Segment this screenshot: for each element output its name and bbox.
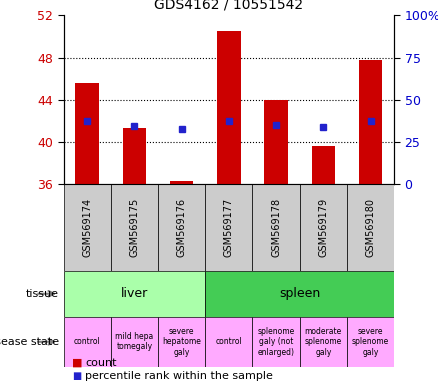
Text: disease state: disease state	[0, 337, 59, 347]
Bar	[300, 184, 347, 271]
Text: GSM569179: GSM569179	[318, 198, 328, 257]
Bar	[111, 317, 158, 367]
Bar	[252, 317, 300, 367]
Bar	[64, 271, 205, 317]
Bar	[311, 146, 335, 184]
Bar	[347, 317, 394, 367]
Bar	[217, 31, 240, 184]
Bar	[64, 184, 111, 271]
Bar	[123, 128, 146, 184]
Text: percentile rank within the sample: percentile rank within the sample	[85, 371, 273, 381]
Bar	[205, 271, 394, 317]
Text: GSM569180: GSM569180	[366, 198, 375, 257]
Text: ■: ■	[72, 358, 83, 368]
Text: severe
splenome
galy: severe splenome galy	[352, 327, 389, 357]
Text: splenome
galy (not
enlarged): splenome galy (not enlarged)	[258, 327, 295, 357]
Text: control: control	[74, 337, 100, 346]
Bar	[264, 100, 288, 184]
Bar	[205, 317, 252, 367]
Bar	[158, 317, 205, 367]
Text: liver: liver	[121, 287, 148, 300]
Bar	[64, 317, 111, 367]
Bar	[205, 184, 252, 271]
Bar	[347, 184, 394, 271]
Bar	[359, 60, 382, 184]
Text: GSM569174: GSM569174	[82, 198, 92, 257]
Bar	[170, 181, 194, 184]
Text: GSM569175: GSM569175	[129, 198, 139, 257]
Bar	[75, 83, 99, 184]
Text: severe
hepatome
galy: severe hepatome galy	[162, 327, 201, 357]
Bar	[300, 317, 347, 367]
Text: GSM569177: GSM569177	[224, 198, 234, 257]
Text: GSM569176: GSM569176	[177, 198, 187, 257]
Text: count: count	[85, 358, 117, 368]
Text: mild hepa
tomegaly: mild hepa tomegaly	[115, 332, 153, 351]
Bar	[111, 184, 158, 271]
Text: tissue: tissue	[26, 289, 59, 299]
Bar	[252, 184, 300, 271]
Text: spleen: spleen	[279, 287, 320, 300]
Title: GDS4162 / 10551542: GDS4162 / 10551542	[154, 0, 304, 12]
Bar	[158, 184, 205, 271]
Text: GSM569178: GSM569178	[271, 198, 281, 257]
Text: control: control	[215, 337, 242, 346]
Text: moderate
splenome
galy: moderate splenome galy	[305, 327, 342, 357]
Text: ■: ■	[72, 371, 81, 381]
